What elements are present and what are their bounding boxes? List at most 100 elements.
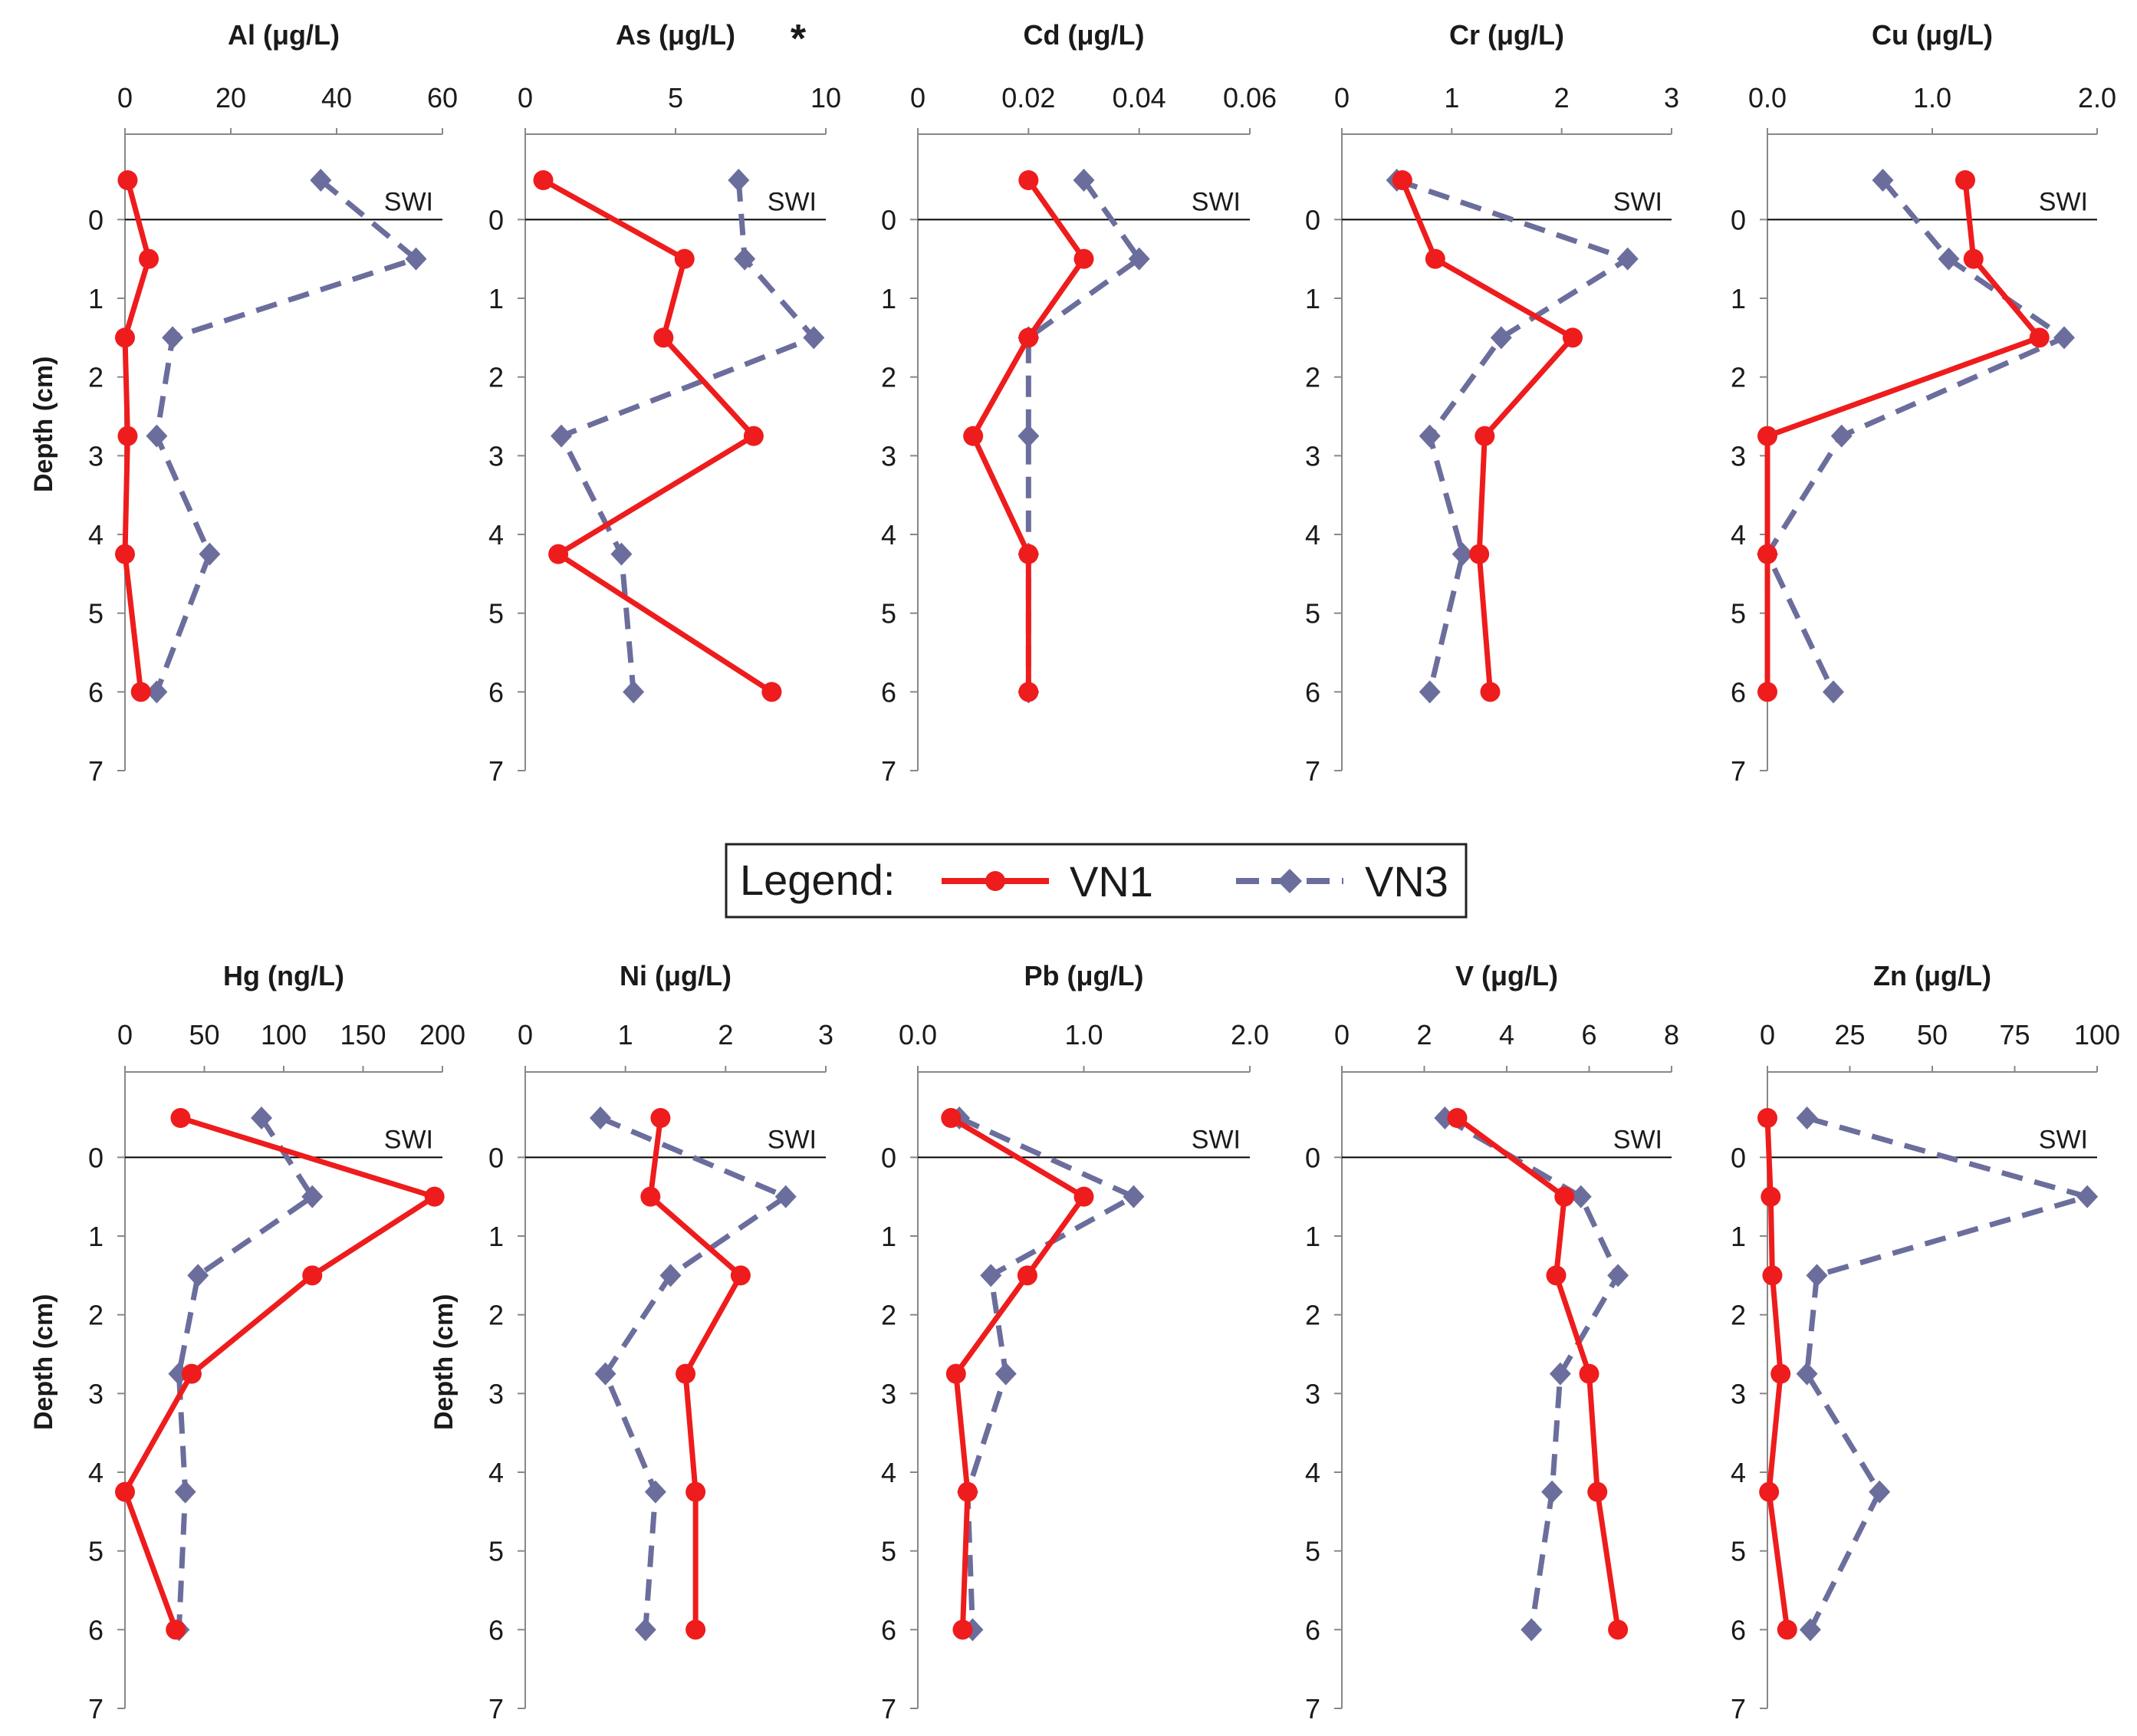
data-point-vn1 xyxy=(761,682,782,702)
y-tick-label: 3 xyxy=(881,1378,896,1409)
data-point-vn1 xyxy=(1770,1363,1791,1384)
x-tick-label: 20 xyxy=(215,82,246,113)
y-axis-title: Depth (cm) xyxy=(29,1294,58,1430)
panel-title: Zn (μg/L) xyxy=(1873,960,1991,991)
data-point-vn1 xyxy=(1757,544,1777,564)
y-tick-label: 0 xyxy=(1305,1142,1320,1173)
data-point-vn3 xyxy=(1869,1480,1891,1504)
data-point-vn1 xyxy=(1073,1186,1094,1207)
x-tick-label: 2.0 xyxy=(1231,1019,1269,1050)
data-point-vn3 xyxy=(310,169,332,192)
data-point-vn1 xyxy=(730,1265,751,1286)
panel-title: As (μg/L) xyxy=(616,19,735,51)
data-point-vn3 xyxy=(146,424,168,448)
series-line-vn3 xyxy=(1025,178,1142,692)
panel-title: Al (μg/L) xyxy=(228,19,340,51)
x-tick-label: 5 xyxy=(668,82,683,113)
y-tick-label: 7 xyxy=(1731,1693,1746,1724)
data-point-vn1 xyxy=(115,544,135,564)
x-tick-label: 0 xyxy=(1334,1019,1350,1050)
y-tick-label: 4 xyxy=(1305,1457,1320,1488)
panel-4: Cu (μg/L) 0.0 1.0 2.0 0 1 2 3 4 5 6 7 SWI xyxy=(1731,19,2116,787)
y-tick-label: 6 xyxy=(1731,1614,1746,1646)
y-tick-label: 2 xyxy=(1731,362,1746,393)
data-point-vn3 xyxy=(1796,1362,1818,1386)
y-tick-label: 6 xyxy=(881,676,896,708)
data-point-vn1 xyxy=(130,682,151,702)
y-tick-label: 1 xyxy=(1305,283,1320,314)
panel-title: Cr (μg/L) xyxy=(1449,19,1564,51)
data-point-vn3 xyxy=(1799,1618,1821,1642)
series-line-vn1 xyxy=(1399,179,1576,692)
data-point-vn3 xyxy=(734,247,756,271)
y-tick-label: 6 xyxy=(88,676,104,708)
panel-title: Cu (μg/L) xyxy=(1872,19,1993,51)
data-point-vn3 xyxy=(251,1106,273,1129)
legend-label-vn1: VN1 xyxy=(1070,857,1153,906)
data-point-vn3 xyxy=(623,680,645,704)
data-point-vn1 xyxy=(170,1108,191,1128)
data-point-vn3 xyxy=(551,424,573,448)
y-tick-label: 4 xyxy=(488,519,504,551)
data-point-vn3 xyxy=(1419,424,1441,448)
y-tick-label: 1 xyxy=(1731,1221,1746,1252)
panel-title: V (μg/L) xyxy=(1455,960,1558,991)
y-tick-label: 1 xyxy=(88,1221,104,1252)
y-tick-label: 3 xyxy=(488,440,504,472)
swi-label: SWI xyxy=(384,1125,433,1154)
y-tick-label: 2 xyxy=(488,1300,504,1331)
y-tick-label: 1 xyxy=(488,1221,504,1252)
data-point-vn3 xyxy=(803,326,825,350)
data-point-vn1 xyxy=(685,1481,706,1502)
x-tick-label: 2.0 xyxy=(2078,82,2116,113)
data-point-vn3 xyxy=(1128,247,1150,271)
data-point-vn1 xyxy=(115,327,135,348)
panel-1: As (μg/L) * 0 5 10 0 1 2 3 4 5 6 7 SWI xyxy=(488,17,841,787)
series-line-vn1 xyxy=(122,1115,438,1631)
swi-label: SWI xyxy=(2039,1125,2088,1154)
y-tick-label: 6 xyxy=(1731,676,1746,708)
y-tick-label: 7 xyxy=(488,755,504,787)
series-line-vn3 xyxy=(153,178,419,693)
y-axis-title: Depth (cm) xyxy=(429,1294,459,1430)
data-point-vn1 xyxy=(1073,248,1094,269)
y-tick-label: 7 xyxy=(1731,755,1746,787)
swi-label: SWI xyxy=(1192,187,1241,216)
x-tick-label: 60 xyxy=(427,82,458,113)
y-tick-label: 1 xyxy=(88,283,104,314)
y-tick-label: 6 xyxy=(881,1614,896,1646)
data-point-vn1 xyxy=(1392,170,1412,190)
panel-3: Cr (μg/L) 0 1 2 3 0 1 2 3 4 5 6 7 SWI xyxy=(1305,19,1679,787)
y-tick-label: 0 xyxy=(881,1142,896,1173)
panel-2: Cd (μg/L) 0 0.02 0.04 0.06 0 1 2 3 4 5 6 7 SWI xyxy=(881,19,1277,787)
data-point-vn1 xyxy=(117,170,138,190)
y-tick-label: 2 xyxy=(881,1300,896,1331)
data-point-vn1 xyxy=(952,1619,973,1640)
panel-note: * xyxy=(791,17,807,61)
x-tick-label: 6 xyxy=(1581,1019,1596,1050)
data-point-vn3 xyxy=(1570,1185,1592,1208)
data-point-vn1 xyxy=(1554,1186,1575,1207)
y-tick-label: 7 xyxy=(88,1693,104,1724)
data-point-vn3 xyxy=(1521,1618,1543,1642)
panel-title: Pb (μg/L) xyxy=(1024,960,1144,991)
x-tick-label: 0.0 xyxy=(1748,82,1787,113)
y-tick-label: 1 xyxy=(488,283,504,314)
data-point-vn3 xyxy=(594,1362,616,1386)
y-tick-label: 4 xyxy=(881,1457,896,1488)
x-tick-label: 0 xyxy=(518,82,533,113)
x-tick-label: 4 xyxy=(1499,1019,1514,1050)
y-tick-label: 7 xyxy=(1305,1693,1320,1724)
swi-label: SWI xyxy=(768,187,817,216)
y-tick-label: 2 xyxy=(1731,1300,1746,1331)
x-tick-label: 100 xyxy=(2074,1019,2120,1050)
series-line-vn3 xyxy=(599,1115,789,1630)
data-point-vn1 xyxy=(1017,1265,1037,1286)
data-point-vn1 xyxy=(1579,1363,1599,1384)
series-line-vn1 xyxy=(970,178,1087,692)
data-point-vn1 xyxy=(117,426,138,446)
data-point-vn3 xyxy=(1073,169,1095,192)
data-point-vn1 xyxy=(1018,327,1039,348)
data-point-vn1 xyxy=(302,1265,323,1286)
